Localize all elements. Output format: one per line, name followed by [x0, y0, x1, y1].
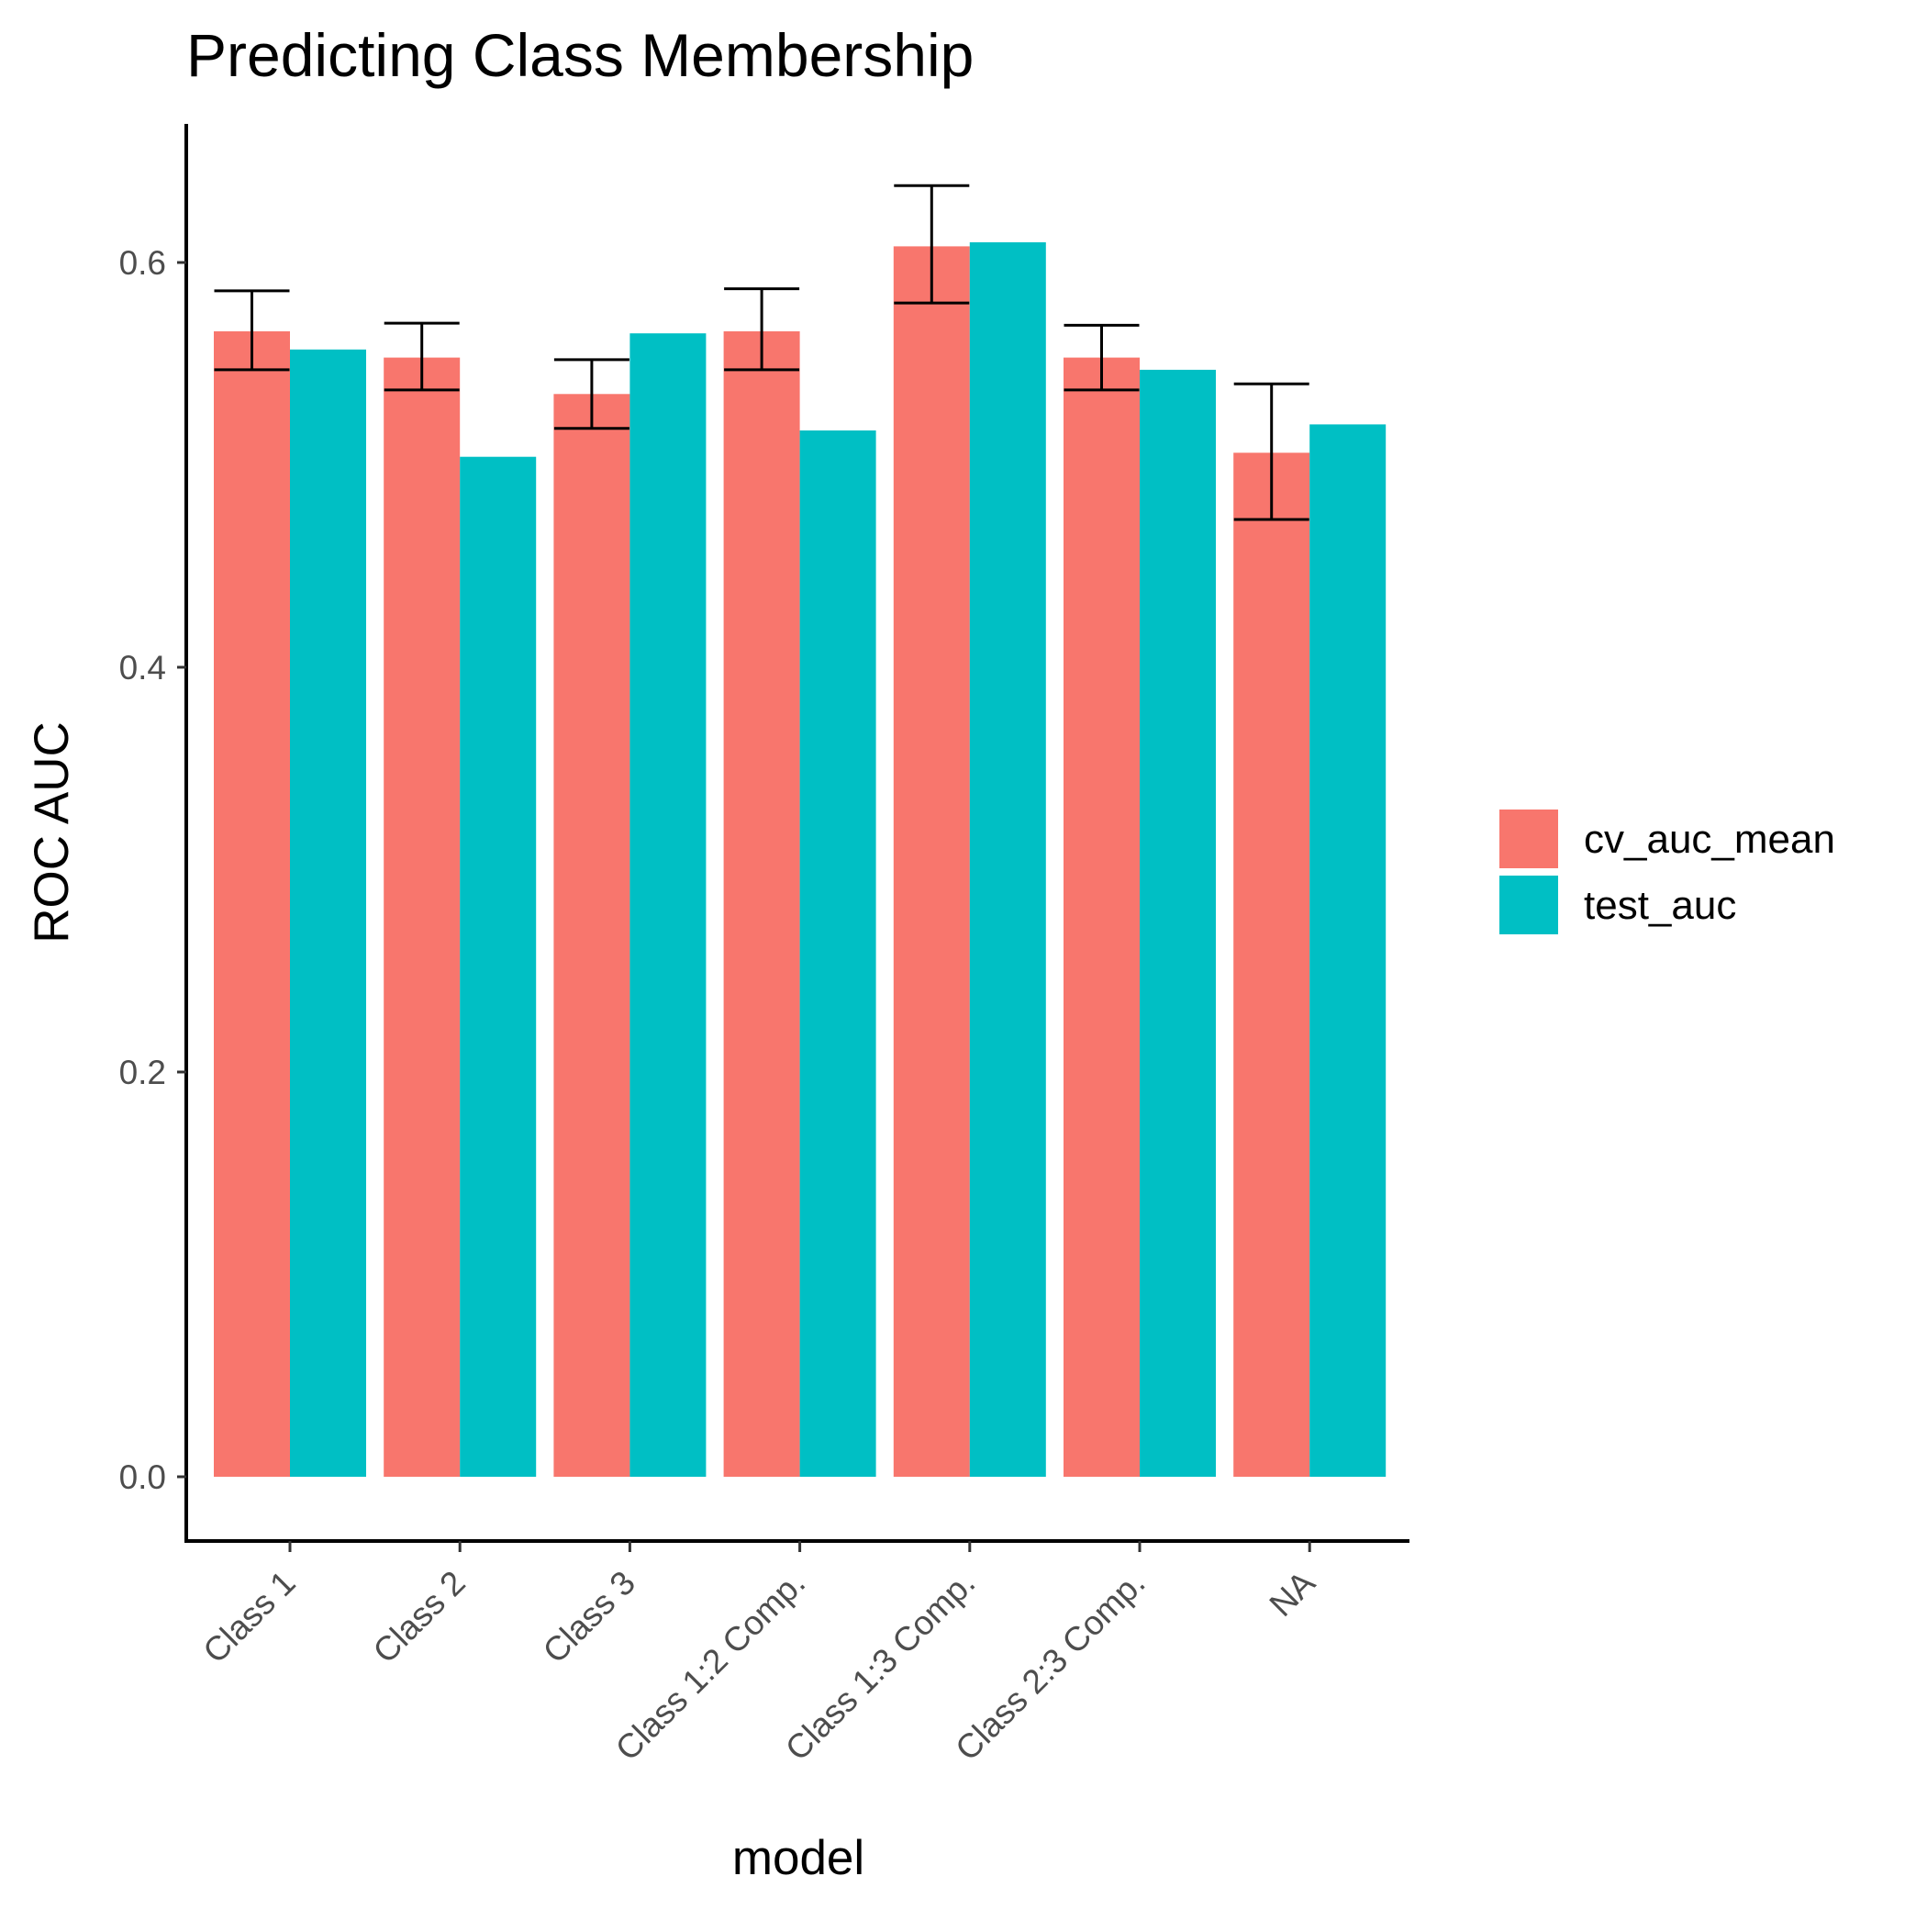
bar-cv_auc_mean-6 — [1233, 452, 1310, 1477]
legend: cv_auc_mean test_auc — [1499, 810, 1835, 934]
error-bars-layer — [214, 184, 1309, 521]
legend-label: test_auc — [1584, 883, 1736, 928]
y-tick-label: 0.2 — [119, 1054, 166, 1091]
bar-cv_auc_mean-2 — [553, 394, 630, 1477]
error-bar-cv_auc_mean-0 — [214, 289, 290, 372]
x-axis-title: model — [732, 1831, 864, 1885]
bar-test_auc-6 — [1309, 424, 1387, 1477]
x-tick-label: Class 2:3 Comp. — [948, 1564, 1152, 1768]
chart-title: Predicting Class Membership — [186, 21, 974, 89]
y-ticks: 0.0 0.2 0.4 0.6 — [119, 244, 186, 1496]
x-tick-label: Class 3 — [536, 1564, 642, 1670]
bar-cv_auc_mean-4 — [893, 246, 970, 1477]
bar-cv_auc_mean-1 — [384, 357, 461, 1478]
bar-test_auc-0 — [290, 349, 366, 1477]
legend-label: cv_auc_mean — [1584, 817, 1835, 862]
y-tick-label: 0.6 — [119, 244, 166, 282]
y-tick-label: 0.4 — [119, 649, 166, 687]
error-bar-cv_auc_mean-4 — [894, 184, 970, 305]
bar-test_auc-4 — [969, 242, 1046, 1477]
error-bar-cv_auc_mean-6 — [1233, 382, 1309, 521]
bars-layer — [214, 242, 1387, 1478]
legend-item-cv_auc_mean: cv_auc_mean — [1499, 810, 1835, 868]
bar-cv_auc_mean-5 — [1064, 357, 1140, 1478]
legend-key — [1499, 876, 1558, 934]
error-bar-cv_auc_mean-1 — [384, 321, 460, 392]
bar-test_auc-2 — [629, 333, 707, 1478]
error-bar-cv_auc_mean-5 — [1064, 323, 1140, 392]
y-axis-title: ROC AUC — [25, 721, 79, 943]
bar-test_auc-1 — [460, 456, 537, 1478]
bar-cv_auc_mean-0 — [214, 331, 290, 1477]
legend-item-test_auc: test_auc — [1499, 876, 1736, 934]
error-bar-cv_auc_mean-3 — [724, 287, 800, 372]
x-tick-label: Class 2 — [366, 1564, 473, 1670]
x-tick-label: Class 1 — [195, 1564, 302, 1670]
bar-test_auc-3 — [799, 430, 876, 1477]
error-bar-cv_auc_mean-2 — [553, 358, 629, 430]
x-tick-label: NA — [1263, 1563, 1323, 1624]
legend-key — [1499, 810, 1558, 868]
y-tick-label: 0.0 — [119, 1458, 166, 1496]
bar-cv_auc_mean-3 — [723, 331, 800, 1477]
bar-test_auc-5 — [1140, 369, 1216, 1477]
